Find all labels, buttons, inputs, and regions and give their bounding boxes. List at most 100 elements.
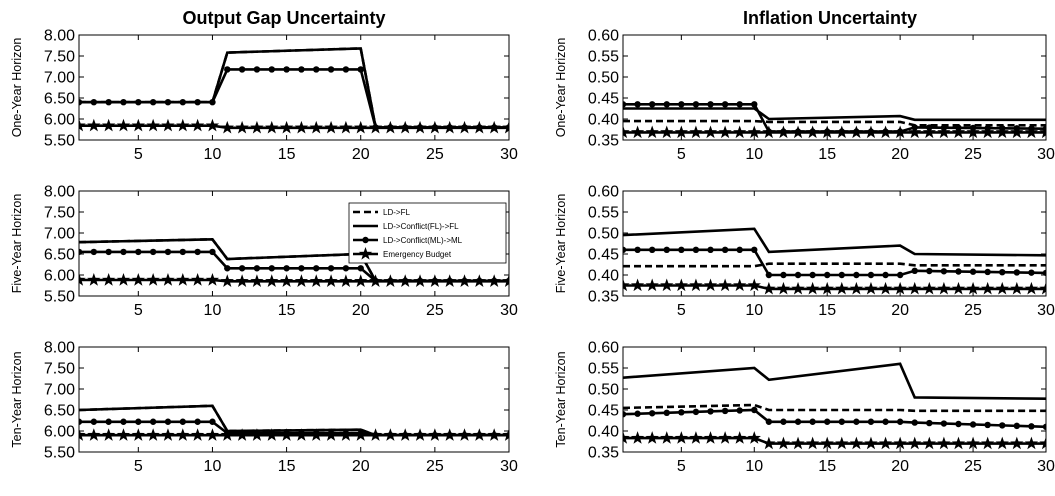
- marker-ld-conflict-ml-ml: [765, 418, 773, 425]
- y-axis-label: One-Year Horizon: [10, 38, 24, 138]
- marker-ld-conflict-ml-ml: [751, 406, 758, 414]
- marker-emergency-budget: [146, 273, 160, 286]
- marker-emergency-budget: [413, 274, 427, 287]
- marker-ld-conflict-ml-ml: [678, 101, 685, 108]
- marker-ld-conflict-ml-ml: [999, 422, 1006, 429]
- plot-frame: [622, 190, 1047, 297]
- marker-emergency-budget: [980, 436, 995, 450]
- marker-emergency-budget: [398, 428, 412, 441]
- marker-emergency-budget: [849, 125, 864, 139]
- marker-emergency-budget: [220, 120, 234, 134]
- y-axis-label: Five-Year Horizon: [10, 194, 24, 294]
- series-group: [79, 404, 509, 441]
- x-tick-label: 5: [134, 458, 143, 475]
- marker-ld-conflict-ml-ml: [342, 265, 350, 272]
- marker-ld-conflict-ml-ml: [90, 99, 98, 106]
- x-tick-label: 10: [204, 302, 222, 319]
- marker-emergency-budget: [457, 274, 472, 287]
- marker-emergency-budget: [309, 274, 323, 287]
- marker-ld-conflict-ml-ml: [268, 265, 275, 272]
- marker-ld-conflict-ml-ml: [663, 101, 670, 108]
- y-tick-label: 0.45: [588, 247, 619, 264]
- x-tick-label: 20: [352, 146, 370, 163]
- marker-ld-conflict-ml-ml: [940, 268, 948, 275]
- marker-emergency-budget: [864, 281, 878, 295]
- marker-emergency-budget: [116, 428, 131, 441]
- marker-emergency-budget: [689, 125, 703, 139]
- y-axis-label: Ten-Year Horizon: [10, 351, 24, 447]
- column-title-output-gap: Output Gap Uncertainty: [182, 8, 385, 28]
- panel-3: 5.50 6.00 6.50 7.00 7.50 8.00 5 10 15 20 25 30 Five-…: [10, 184, 518, 320]
- marker-emergency-budget: [443, 428, 457, 441]
- x-tick-label: 25: [426, 458, 444, 475]
- series-line-ld-conflict-ml-ml: [623, 408, 1046, 429]
- marker-emergency-budget: [190, 273, 205, 286]
- marker-emergency-budget: [645, 431, 659, 444]
- y-tick-label: 0.60: [588, 184, 619, 201]
- marker-emergency-budget: [849, 281, 864, 295]
- x-tick-label: 25: [426, 302, 444, 319]
- marker-ld-conflict-ml-ml: [283, 265, 290, 272]
- marker-ld-conflict-ml-ml: [634, 101, 641, 108]
- marker-emergency-budget: [878, 436, 893, 450]
- x-tick-label: 30: [1037, 302, 1055, 319]
- marker-ld-conflict-ml-ml: [224, 265, 231, 272]
- marker-ld-conflict-ml-ml: [692, 246, 700, 253]
- x-tick-label: 15: [278, 458, 296, 475]
- marker-emergency-budget: [1010, 281, 1024, 295]
- marker-ld-conflict-ml-ml: [969, 421, 977, 428]
- marker-ld-conflict-ml-ml: [809, 271, 816, 279]
- y-tick-label: 5.50: [44, 289, 75, 306]
- marker-ld-conflict-ml-ml: [1028, 423, 1035, 430]
- marker-ld-conflict-ml-ml: [224, 66, 231, 73]
- y-tick-label: 0.50: [588, 226, 619, 243]
- marker-ld-conflict-ml-ml: [663, 246, 670, 253]
- marker-emergency-budget: [660, 278, 674, 292]
- marker-ld-conflict-ml-ml: [1042, 269, 1046, 277]
- marker-emergency-budget: [660, 431, 674, 444]
- x-tick-label: 10: [745, 302, 763, 319]
- x-tick-label: 25: [964, 458, 982, 475]
- marker-emergency-budget: [703, 278, 718, 292]
- marker-ld-conflict-ml-ml: [867, 271, 875, 279]
- marker-ld-conflict-ml-ml: [90, 248, 98, 256]
- marker-ld-conflict-ml-ml: [298, 265, 305, 272]
- marker-emergency-budget: [908, 436, 922, 450]
- marker-emergency-budget: [703, 125, 718, 139]
- marker-emergency-budget: [428, 120, 442, 134]
- marker-emergency-budget: [324, 274, 338, 287]
- marker-ld-conflict-ml-ml: [149, 99, 157, 106]
- marker-emergency-budget: [762, 281, 776, 295]
- marker-emergency-budget: [791, 125, 805, 139]
- marker-emergency-budget: [487, 428, 501, 441]
- x-tick-label: 5: [677, 302, 686, 319]
- x-tick-label: 5: [134, 146, 143, 163]
- marker-emergency-budget: [443, 120, 457, 134]
- marker-ld-conflict-ml-ml: [194, 99, 201, 106]
- marker-emergency-budget: [689, 278, 703, 292]
- marker-ld-conflict-ml-ml: [357, 265, 364, 272]
- series-line-ld-fl: [79, 47, 509, 129]
- y-tick-label: 0.35: [588, 133, 619, 150]
- marker-ld-conflict-ml-ml: [357, 66, 364, 73]
- series-line-ld-conflict-fl-fl: [79, 47, 509, 129]
- marker-emergency-budget: [937, 436, 951, 450]
- marker-emergency-budget: [235, 274, 249, 287]
- plot-frame: [78, 190, 510, 297]
- marker-emergency-budget: [428, 428, 442, 441]
- y-tick-label: 0.60: [588, 28, 619, 45]
- panels: 5.50 6.00 6.50 7.00 7.50 8.00 5 10 15 20 25 30 One-Y…: [10, 28, 1055, 476]
- y-tick-label: 8.00: [44, 340, 75, 357]
- marker-emergency-budget: [190, 428, 205, 441]
- marker-emergency-budget: [161, 428, 175, 441]
- marker-emergency-budget: [1010, 436, 1024, 450]
- marker-emergency-budget: [413, 120, 427, 134]
- marker-emergency-budget: [951, 281, 966, 295]
- x-tick-label: 15: [818, 458, 836, 475]
- y-tick-label: 0.50: [588, 382, 619, 399]
- series-line-ld-conflict-ml-ml: [79, 68, 509, 129]
- marker-ld-conflict-ml-ml: [313, 265, 320, 272]
- marker-emergency-budget: [951, 436, 966, 450]
- marker-ld-conflict-ml-ml: [1042, 423, 1046, 430]
- series-line-emergency-budget: [623, 436, 1046, 445]
